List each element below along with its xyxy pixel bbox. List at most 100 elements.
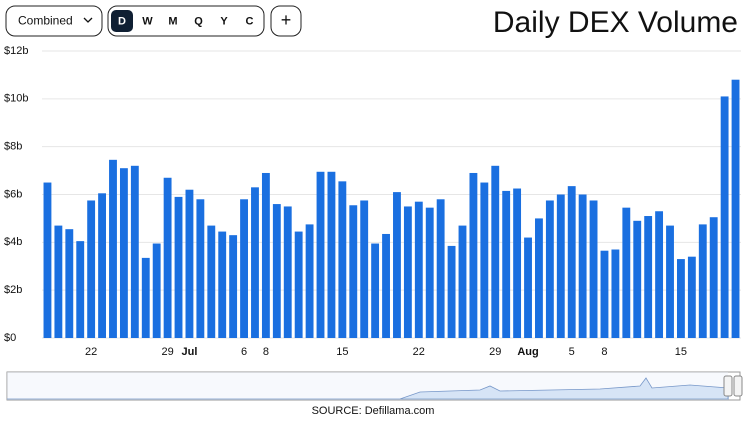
period-button[interactable]: W <box>142 15 153 27</box>
y-tick-label: $12b <box>4 45 28 57</box>
bar <box>393 192 401 338</box>
bar <box>152 243 161 338</box>
y-tick-label: $0 <box>4 332 16 344</box>
bar <box>382 233 390 338</box>
bar <box>185 189 194 338</box>
bar <box>349 205 358 338</box>
bar <box>371 243 380 338</box>
bar <box>283 206 292 338</box>
bar <box>98 193 107 338</box>
bar <box>294 231 303 338</box>
bar <box>43 182 52 338</box>
chart-title: Daily DEX Volume <box>493 6 738 39</box>
x-tick-label: 22 <box>85 346 97 358</box>
bar <box>141 257 150 338</box>
period-button[interactable]: M <box>168 15 177 27</box>
bar <box>622 207 631 338</box>
bar <box>119 168 128 338</box>
period-button[interactable]: D <box>118 15 126 27</box>
x-tick-label: 8 <box>601 346 607 358</box>
bar <box>338 181 347 338</box>
bar <box>414 201 423 338</box>
bar <box>305 224 314 338</box>
bar <box>218 231 227 338</box>
period-group <box>107 5 265 37</box>
x-tick-label: 15 <box>675 346 687 358</box>
bar <box>600 250 609 338</box>
bar <box>240 199 248 338</box>
brush-handle[interactable] <box>723 375 733 397</box>
bar <box>251 187 259 338</box>
bar <box>327 171 336 338</box>
bar <box>316 171 325 338</box>
bar <box>229 235 238 338</box>
x-tick-label: Aug <box>517 346 538 358</box>
y-tick-label: $2b <box>4 284 22 296</box>
x-tick-label: 8 <box>263 346 269 358</box>
bar <box>502 190 511 338</box>
bar <box>567 186 576 338</box>
bar <box>633 220 642 338</box>
bar <box>513 188 522 338</box>
dropdown-arrow <box>83 17 93 23</box>
bar <box>163 177 172 338</box>
bar <box>720 96 729 338</box>
y-tick-label: $4b <box>4 236 22 248</box>
y-tick-label: $10b <box>4 93 28 105</box>
bar <box>698 224 707 338</box>
x-tick-label: Jul <box>181 346 197 358</box>
bar <box>480 182 489 338</box>
brush-selection <box>7 372 728 400</box>
bar <box>65 229 74 338</box>
bar <box>589 200 598 338</box>
bar <box>54 225 63 338</box>
bar <box>425 207 434 338</box>
bar <box>207 225 216 338</box>
x-tick-label: 22 <box>413 346 425 358</box>
x-tick-label: 6 <box>241 346 247 358</box>
bar <box>458 225 467 338</box>
bar <box>87 200 96 338</box>
bar <box>644 216 653 338</box>
bar <box>709 217 718 338</box>
add-button[interactable] <box>270 5 302 37</box>
bar <box>272 204 281 338</box>
bar <box>109 159 117 338</box>
y-tick-label: $8b <box>4 141 22 153</box>
x-tick-label: 29 <box>161 346 173 358</box>
x-tick-label: 5 <box>569 346 575 358</box>
period-active <box>111 10 133 32</box>
bar <box>611 249 620 338</box>
bar <box>687 256 696 338</box>
bar <box>676 259 685 338</box>
bar <box>666 225 674 338</box>
bar <box>130 165 139 338</box>
bar <box>360 200 369 338</box>
brush-handle[interactable] <box>733 375 743 397</box>
bar <box>403 206 412 338</box>
period-button[interactable]: C <box>246 15 254 27</box>
dropdown[interactable] <box>5 5 103 37</box>
x-tick-label: 29 <box>489 346 501 358</box>
source: SOURCE: Defillama.com <box>312 405 435 417</box>
bar <box>447 245 456 338</box>
bar <box>469 172 478 338</box>
add-label: + <box>281 10 292 30</box>
bar <box>545 200 554 338</box>
bar <box>556 194 565 338</box>
bar <box>491 165 500 338</box>
bar <box>436 199 445 338</box>
brush-area <box>7 377 729 400</box>
y-tick-label: $6b <box>4 188 22 200</box>
bar <box>196 199 205 338</box>
bar <box>655 211 664 338</box>
x-tick-label: 15 <box>336 346 348 358</box>
period-button[interactable]: Q <box>194 15 203 27</box>
bar <box>524 237 532 338</box>
period-button[interactable]: Y <box>220 15 228 27</box>
dropdown-label: Combined <box>18 14 73 28</box>
bar <box>174 196 183 338</box>
bar <box>76 241 85 338</box>
bar <box>578 194 587 338</box>
